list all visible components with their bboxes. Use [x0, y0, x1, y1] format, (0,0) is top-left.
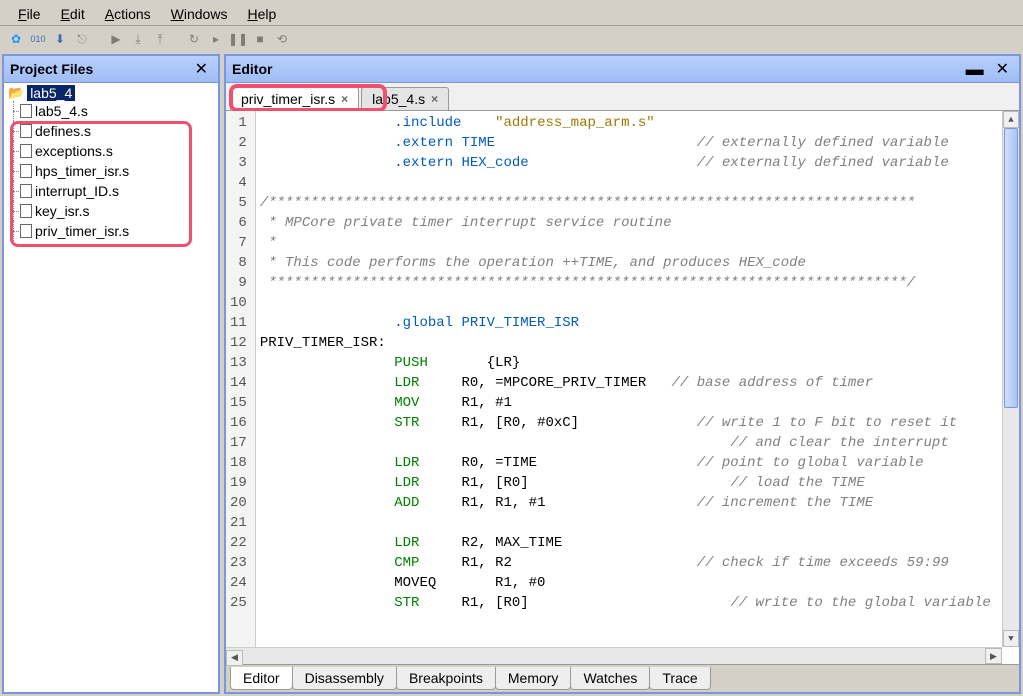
annotation-highlight [10, 121, 192, 247]
folder-icon: 📂 [8, 85, 24, 101]
scroll-up-icon[interactable]: ▲ [1003, 111, 1019, 128]
menu-actions[interactable]: Actions [95, 4, 161, 21]
project-files-titlebar: Project Files ✕ [4, 56, 218, 83]
step-into-icon[interactable]: ⤒ [152, 31, 168, 47]
menubar: File Edit Actions Windows Help [0, 0, 1023, 26]
editor-tab[interactable]: priv_timer_isr.s × [230, 87, 359, 110]
scroll-left-icon[interactable]: ◀ [226, 650, 243, 666]
file-tree: 📂 lab5_4 lab5_4.sdefines.sexceptions.shp… [4, 83, 218, 692]
line-gutter: 1234567891011121314151617181920212223242… [226, 111, 256, 647]
editor-tabs: priv_timer_isr.s × lab5_4.s × [226, 83, 1019, 111]
scroll-right-icon[interactable]: ▶ [985, 648, 1002, 664]
code-area: 1234567891011121314151617181920212223242… [226, 111, 1019, 647]
bottom-tab-editor[interactable]: Editor [230, 667, 293, 690]
binary-icon[interactable]: 010 [30, 31, 46, 47]
scroll-down-icon[interactable]: ▼ [1003, 630, 1019, 647]
tab-close-icon[interactable]: × [431, 92, 438, 106]
gear-icon[interactable]: ✿ [8, 31, 24, 47]
bottom-tabs: EditorDisassemblyBreakpointsMemoryWatche… [226, 664, 1019, 692]
tree-item[interactable]: lab5_4.s [8, 101, 214, 121]
tab-label: lab5_4.s [372, 91, 425, 107]
scroll-thumb[interactable] [1004, 128, 1018, 408]
download-icon[interactable]: ⬇ [52, 31, 68, 47]
stop-icon[interactable]: ■ [252, 31, 268, 47]
close-icon[interactable]: ✕ [191, 59, 212, 79]
editor-titlebar: Editor ▬ ✕ [226, 56, 1019, 83]
bottom-tab-disassembly[interactable]: Disassembly [292, 667, 397, 690]
editor-panel: Editor ▬ ✕ priv_timer_isr.s × lab5_4.s × 12… [224, 54, 1021, 694]
play-icon[interactable]: ▶ [108, 31, 124, 47]
menu-edit[interactable]: Edit [51, 4, 95, 21]
continue-icon[interactable]: ▸ [208, 31, 224, 47]
project-files-title: Project Files [10, 61, 93, 77]
root-label: lab5_4 [27, 85, 75, 101]
file-label: lab5_4.s [35, 103, 88, 119]
tree-root[interactable]: 📂 lab5_4 [8, 85, 214, 101]
restart-icon[interactable]: ↻ [186, 31, 202, 47]
vertical-scrollbar[interactable]: ▲ ▼ [1002, 111, 1019, 647]
editor-title: Editor [232, 61, 272, 77]
disconnect-icon[interactable]: ⎋ [74, 31, 90, 47]
editor-tab[interactable]: lab5_4.s × [361, 87, 449, 110]
menu-windows[interactable]: Windows [161, 4, 238, 21]
menu-help[interactable]: Help [237, 4, 286, 21]
bottom-tab-breakpoints[interactable]: Breakpoints [396, 667, 496, 690]
tab-close-icon[interactable]: × [341, 92, 348, 106]
project-files-panel: Project Files ✕ 📂 lab5_4 lab5_4.sdefines… [2, 54, 220, 694]
bottom-tab-trace[interactable]: Trace [649, 667, 710, 690]
minimize-icon[interactable]: ▬ [962, 64, 988, 74]
horizontal-scrollbar[interactable]: ◀ ▶ [226, 647, 1002, 664]
pause-icon[interactable]: ❚❚ [230, 31, 246, 47]
code-content[interactable]: .include "address_map_arm.s" .extern TIM… [256, 111, 1002, 647]
tab-label: priv_timer_isr.s [241, 91, 335, 107]
step-over-icon[interactable]: ⤓ [130, 31, 146, 47]
bottom-tab-memory[interactable]: Memory [495, 667, 572, 690]
file-icon [20, 104, 32, 118]
bottom-tab-watches[interactable]: Watches [570, 667, 650, 690]
toolbar: ✿ 010 ⬇ ⎋ ▶ ⤓ ⤒ ↻ ▸ ❚❚ ■ ⟲ [0, 26, 1023, 52]
menu-file[interactable]: File [8, 4, 51, 21]
close-icon[interactable]: ✕ [992, 59, 1013, 79]
reset-icon[interactable]: ⟲ [274, 31, 290, 47]
